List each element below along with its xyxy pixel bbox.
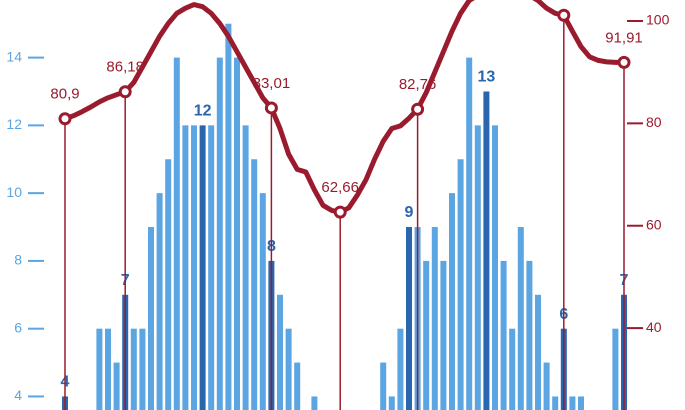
y-tick-label: 8 xyxy=(14,252,22,268)
y2-tick-label: 60 xyxy=(646,216,662,232)
bar xyxy=(311,396,318,410)
line-label: 91,91 xyxy=(605,29,643,46)
bar-label: 13 xyxy=(478,69,496,86)
bar xyxy=(242,125,249,410)
y-tick-label: 6 xyxy=(14,319,22,335)
bar xyxy=(526,260,533,410)
bar xyxy=(380,362,387,410)
line-marker xyxy=(333,205,347,219)
bar xyxy=(148,227,154,410)
bar xyxy=(397,328,404,410)
bar xyxy=(182,125,189,410)
bar xyxy=(423,260,430,410)
line-marker xyxy=(58,112,72,126)
bar xyxy=(294,362,301,410)
bar xyxy=(552,396,559,410)
bar xyxy=(139,328,146,410)
bar xyxy=(165,159,172,410)
bar xyxy=(569,396,576,410)
bar xyxy=(535,294,541,410)
y-tick-label: 4 xyxy=(14,387,22,403)
line-marker xyxy=(264,101,278,115)
bar xyxy=(500,260,507,410)
bar xyxy=(96,328,103,410)
bar xyxy=(578,396,584,410)
bar-label: 12 xyxy=(194,103,212,120)
bar xyxy=(431,227,438,410)
y-tick-label: 14 xyxy=(6,48,22,64)
line-marker xyxy=(557,8,571,22)
bar-label: 9 xyxy=(405,204,414,221)
bar xyxy=(105,328,111,410)
bar xyxy=(234,57,240,410)
bar xyxy=(449,193,455,410)
line-label: 86,18 xyxy=(106,59,144,76)
line-label: 82,76 xyxy=(399,76,437,93)
line-label: 80,9 xyxy=(50,86,79,103)
bar xyxy=(191,125,197,410)
bar xyxy=(216,57,223,410)
bar xyxy=(509,328,516,410)
bar xyxy=(474,125,481,410)
line-label: 83,01 xyxy=(253,75,291,92)
line-marker xyxy=(118,85,132,99)
y2-tick-label: 40 xyxy=(646,319,662,335)
bar xyxy=(130,328,137,410)
bar xyxy=(388,396,395,410)
bar xyxy=(199,125,206,410)
y-tick-label: 12 xyxy=(6,116,22,132)
bar xyxy=(285,328,292,410)
bar xyxy=(113,362,120,410)
y2-tick-label: 80 xyxy=(646,114,662,130)
bar xyxy=(225,23,232,410)
bar xyxy=(612,328,619,410)
bar xyxy=(517,227,524,410)
bar xyxy=(406,227,412,410)
bar xyxy=(173,57,180,410)
bar xyxy=(277,294,283,410)
bar xyxy=(457,159,464,410)
bar xyxy=(492,125,498,410)
bar xyxy=(208,125,215,410)
y2-tick-label: 100 xyxy=(646,12,670,28)
bar xyxy=(483,91,490,410)
bar xyxy=(466,57,473,410)
plot: 471289136780,986,1883,0162,6682,76101,12… xyxy=(50,0,643,410)
y-tick-label: 10 xyxy=(6,184,22,200)
line-label: 62,66 xyxy=(321,179,359,196)
bar xyxy=(543,362,550,410)
bar xyxy=(440,260,447,410)
bar xyxy=(259,193,266,410)
bar xyxy=(251,159,258,410)
bar xyxy=(156,193,163,410)
line-marker xyxy=(617,55,631,69)
line-marker xyxy=(411,102,425,116)
